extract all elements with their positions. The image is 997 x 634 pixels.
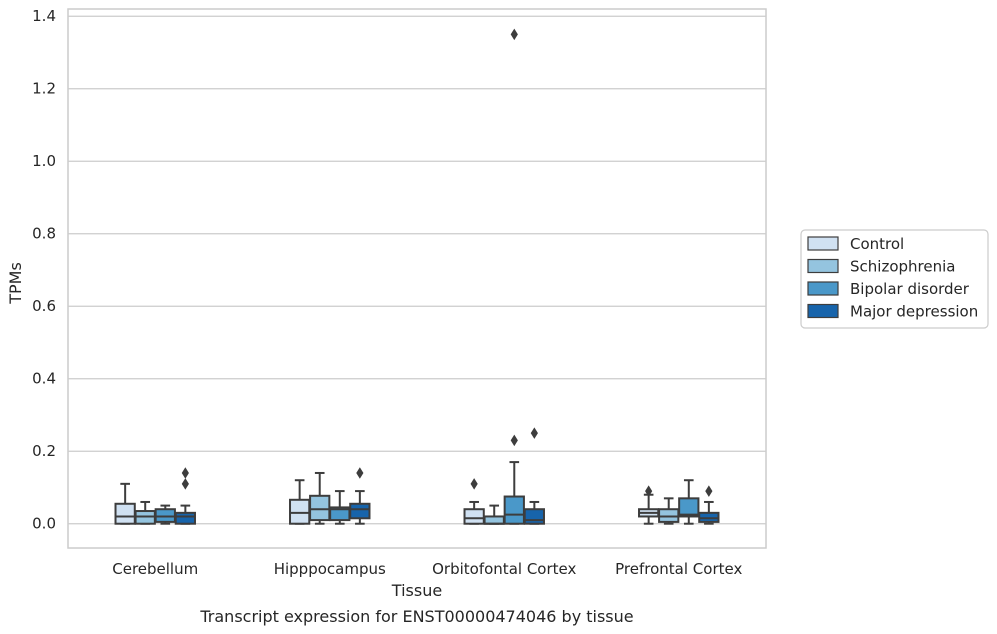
grid-lines [68,15,766,525]
box-3-3 [698,485,720,525]
outlier-point [530,427,538,439]
box-body [503,495,525,525]
box-body [174,511,196,525]
box-1-0 [289,479,311,525]
box-body [349,502,371,520]
legend: Control Schizophrenia Bipolar disorder Majo… [800,229,989,329]
box-0-2 [154,504,176,525]
box-2-0 [463,478,485,525]
box-0-0 [114,482,136,525]
box-2-2 [503,28,525,525]
legend-frame [800,229,989,329]
y-axis-label: TPMs [6,262,25,305]
box-series [114,28,720,525]
outlier-point [645,485,653,497]
legend-label: Major depression [850,303,978,321]
box-3-1 [658,497,680,525]
outlier-point [510,434,518,447]
outlier-point [470,478,478,490]
y-tick-label: 0.0 [32,515,56,533]
chart-caption: Transcript expression for ENST0000047404… [199,607,633,626]
y-tick-label: 0.8 [32,225,56,243]
box-1-2 [329,490,351,525]
outlier-point [181,478,189,490]
box-body [523,508,545,525]
box-body [114,502,136,525]
x-tick-label: Prefrontal Cortex [615,560,742,578]
y-axis-ticks: 0.0 0.2 0.4 0.6 0.8 1.0 1.2 1.4 [32,7,56,532]
legend-label: Control [850,235,904,253]
box-body [289,498,311,525]
outlier-point [356,467,364,479]
legend-label: Bipolar disorder [850,280,970,298]
box-0-3 [174,467,196,525]
y-tick-label: 0.4 [32,370,56,388]
legend-label: Schizophrenia [850,258,955,276]
box-2-3 [523,427,545,525]
legend-swatch [807,303,839,319]
box-body [463,508,485,525]
y-tick-label: 0.6 [32,297,56,315]
legend-swatch [807,281,839,296]
box-3-0 [638,485,660,525]
plot-frame [67,8,767,549]
box-body [309,494,331,522]
y-tick-label: 1.4 [32,7,56,25]
x-axis-label: Tissue [391,581,442,600]
box-body [483,515,505,525]
x-tick-label: Cerebellum [112,560,198,578]
outlier-point [705,485,713,497]
legend-swatch [807,258,839,274]
y-tick-label: 0.2 [32,442,56,460]
box-2-1 [483,504,505,525]
x-tick-label: Orbitofontal Cortex [432,560,576,578]
outlier-point [181,467,189,479]
box-1-1 [309,471,331,525]
y-tick-label: 1.2 [32,80,56,98]
x-tick-label: Hipppocampus [274,560,386,578]
box-3-2 [678,479,700,525]
box-0-1 [134,500,156,525]
box-1-3 [349,467,371,525]
y-tick-label: 1.0 [32,152,56,170]
x-axis-ticks: Cerebellum Hipppocampus Orbitofontal Corte… [112,560,742,578]
legend-swatch [807,236,839,251]
box-body [678,497,700,518]
outlier-point [510,28,518,41]
